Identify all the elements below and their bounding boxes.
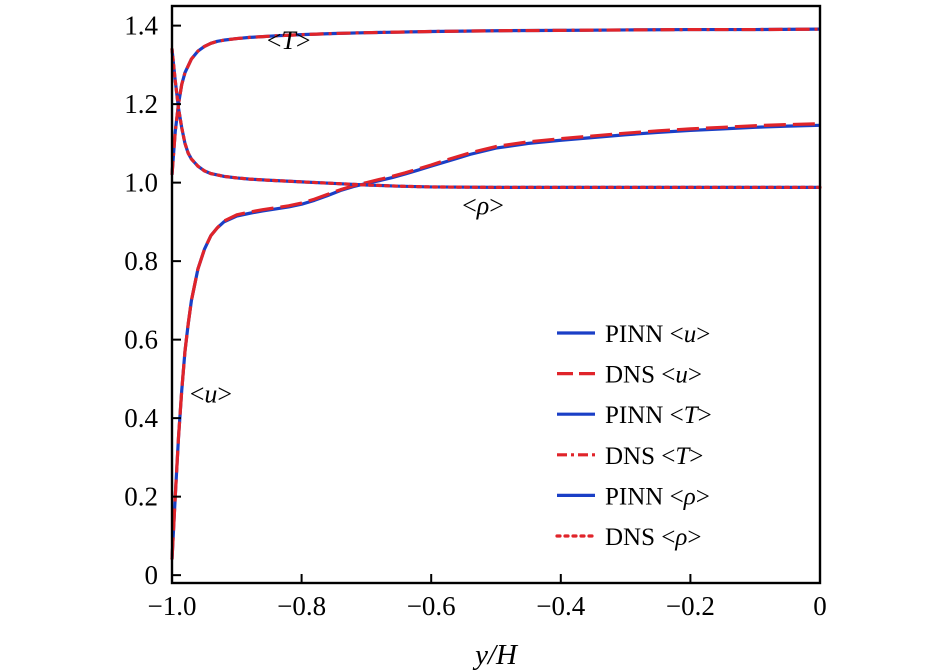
- curve-annotation: <u>: [190, 379, 232, 408]
- x-tick-label: −0.2: [666, 591, 715, 621]
- y-tick-label: 0.6: [124, 325, 158, 355]
- annotations-layer: <T> <ρ> <u>: [190, 26, 504, 408]
- series-line-rho-dns: [170, 47, 822, 189]
- legend-entry-label: DNS <ρ>: [605, 524, 701, 551]
- legend-entry-label: PINN <u>: [605, 321, 710, 348]
- legend-entry-label: PINN <ρ>: [605, 483, 710, 510]
- legend-entry-label: DNS <u>: [605, 362, 702, 389]
- series-line-u-dns: [170, 122, 821, 560]
- legend-entry-label: PINN <T>: [605, 402, 712, 429]
- ticks-layer: −1.0 −0.8 −0.6 −0.4 −0.2 0 0 0.2 0.4 0.6 0.8 1.0 1.2…: [124, 11, 827, 621]
- plot-frame: [170, 4, 822, 585]
- series-layer: [170, 27, 822, 560]
- y-tick-label: 0.2: [124, 482, 158, 512]
- series-line-rho-pinn: [170, 49, 820, 189]
- curve-annotation: <ρ>: [462, 191, 504, 220]
- x-tick-label: −0.4: [536, 591, 585, 621]
- x-axis-label: y/H: [472, 639, 519, 671]
- series-line-T-dns: [170, 27, 821, 175]
- x-tick-label: 0: [813, 591, 827, 621]
- y-tick-label: 1.0: [124, 168, 158, 198]
- y-tick-label: 0: [145, 560, 159, 590]
- y-tick-label: 0.8: [124, 246, 158, 276]
- y-tick-label: 0.4: [124, 403, 158, 433]
- y-tick-label: 1.4: [124, 11, 158, 41]
- legend-entry-label: DNS <T>: [605, 443, 703, 470]
- x-tick-label: −0.8: [277, 591, 326, 621]
- y-tick-label: 1.2: [124, 89, 158, 119]
- legend: PINN <u> DNS <u> PINN <T> DNS <T> PINN <ρ> DN…: [555, 321, 712, 551]
- x-tick-label: −0.6: [407, 591, 456, 621]
- curve-annotation: <T>: [267, 26, 311, 55]
- x-tick-label: −1.0: [148, 591, 197, 621]
